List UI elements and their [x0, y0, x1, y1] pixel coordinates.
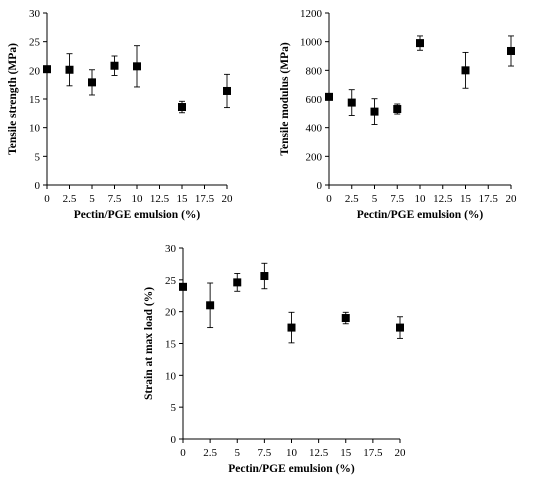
y-tick-label: 0: [171, 434, 177, 446]
data-point: [461, 66, 470, 75]
data-point: [178, 103, 186, 112]
y-tick-label: 1000: [300, 37, 323, 49]
x-tick-label: 2.5: [203, 447, 217, 459]
x-tick-label: 10: [415, 193, 427, 205]
x-tick-label: 12.5: [433, 193, 453, 205]
y-tick-label: 600: [306, 94, 323, 106]
x-tick-label: 10: [286, 447, 298, 459]
x-tick-label: 20: [506, 193, 518, 205]
x-tick-label: 7.5: [108, 193, 122, 205]
data-point: [341, 314, 350, 323]
x-tick-label: 0: [326, 193, 332, 205]
y-tick-label: 10: [29, 123, 41, 135]
y-tick-label: 5: [35, 151, 41, 163]
x-tick-label: 2.5: [63, 193, 77, 205]
y-tick-label: 800: [306, 65, 323, 77]
x-tick-label: 0: [180, 447, 186, 459]
data-point: [179, 282, 187, 291]
x-tick-label: 20: [395, 447, 407, 459]
x-tick-label: 15: [340, 447, 352, 459]
data-point: [260, 272, 269, 281]
x-tick-label: 7.5: [390, 193, 404, 205]
x-tick-label: 5: [372, 193, 378, 205]
y-tick-label: 0: [35, 180, 41, 192]
data-point: [133, 62, 141, 71]
x-tick-label: 12.5: [150, 193, 170, 205]
x-tick-label: 15: [460, 193, 472, 205]
y-tick-label: 30: [29, 8, 41, 20]
y-tick-label: 0: [317, 180, 323, 192]
chart-panel-strain-at-max-load: 0 5 10 15 20 25 30 0 2.5 5 7.5 10 12.5 15 17.5 20 Pectin…: [143, 243, 406, 475]
y-tick-label: 15: [29, 94, 41, 106]
chart-panel-tensile-strength: 0 5 10 15 20 25 30 0 2.5 5 7.5 10 12.5 15 17.5 20 Pectin…: [7, 8, 233, 221]
x-tick-label: 17.5: [479, 193, 499, 205]
data-point: [507, 46, 515, 55]
x-tick-label: 15: [177, 193, 189, 205]
data-point: [206, 301, 215, 310]
x-tick-label: 12.5: [309, 447, 329, 459]
y-tick-label: 5: [171, 402, 177, 414]
x-axis-title: Pectin/PGE emulsion (%): [357, 209, 484, 221]
y-axis-title: Strain at max load (%): [143, 287, 155, 400]
y-tick-label: 30: [165, 243, 177, 255]
y-tick-label: 10: [165, 370, 177, 382]
data-point: [43, 65, 51, 74]
x-tick-label: 0: [44, 193, 50, 205]
data-point: [347, 98, 356, 107]
data-point: [287, 323, 296, 332]
data-point: [88, 78, 96, 87]
y-axis-title: Tensile modulus (MPa): [279, 42, 291, 155]
y-axis-title: Tensile strength (MPa): [7, 43, 19, 155]
y-tick-label: 200: [306, 151, 323, 163]
x-tick-label: 17.5: [195, 193, 215, 205]
x-tick-label: 20: [222, 193, 234, 205]
y-tick-label: 20: [29, 65, 41, 77]
data-point: [416, 39, 424, 48]
y-tick-label: 25: [29, 37, 41, 49]
x-axis-title: Pectin/PGE emulsion (%): [228, 463, 355, 475]
x-axis-title: Pectin/PGE emulsion (%): [74, 209, 201, 221]
data-point: [370, 107, 379, 116]
y-tick-label: 1200: [300, 8, 323, 20]
y-tick-label: 25: [165, 275, 177, 287]
x-tick-label: 7.5: [258, 447, 272, 459]
x-tick-label: 5: [89, 193, 95, 205]
chart-panel-tensile-modulus: 0 200 400 600 800 1000 1200 0 2.5 5 7.5 10 12.5 15 17.…: [279, 8, 517, 221]
y-tick-label: 400: [306, 123, 323, 135]
data-point: [110, 61, 119, 70]
data-point: [325, 92, 333, 101]
data-point: [233, 278, 242, 287]
y-tick-label: 20: [165, 307, 177, 319]
data-point: [65, 65, 74, 74]
data-point: [223, 86, 231, 95]
y-tick-label: 15: [165, 339, 177, 351]
x-tick-label: 5: [235, 447, 241, 459]
data-point: [396, 323, 404, 332]
x-tick-label: 2.5: [345, 193, 359, 205]
x-tick-label: 10: [132, 193, 144, 205]
x-tick-label: 17.5: [363, 447, 383, 459]
data-point: [393, 105, 402, 114]
